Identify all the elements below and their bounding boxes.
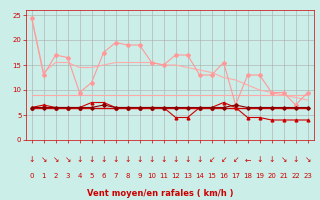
Text: ↓: ↓ — [76, 156, 83, 164]
Text: 17: 17 — [231, 173, 240, 179]
Text: ↙: ↙ — [208, 156, 215, 164]
Text: 20: 20 — [267, 173, 276, 179]
Text: ↘: ↘ — [280, 156, 287, 164]
Text: ↓: ↓ — [184, 156, 191, 164]
Text: 9: 9 — [137, 173, 142, 179]
Text: 11: 11 — [159, 173, 168, 179]
Text: ↓: ↓ — [160, 156, 167, 164]
Text: ↓: ↓ — [268, 156, 275, 164]
Text: ↓: ↓ — [136, 156, 143, 164]
Text: ←: ← — [244, 156, 251, 164]
Text: ↘: ↘ — [64, 156, 71, 164]
Text: ↘: ↘ — [304, 156, 311, 164]
Text: 4: 4 — [77, 173, 82, 179]
Text: ↓: ↓ — [88, 156, 95, 164]
Text: Vent moyen/en rafales ( km/h ): Vent moyen/en rafales ( km/h ) — [87, 190, 233, 198]
Text: 1: 1 — [41, 173, 46, 179]
Text: 16: 16 — [219, 173, 228, 179]
Text: 6: 6 — [101, 173, 106, 179]
Text: 5: 5 — [89, 173, 94, 179]
Text: 15: 15 — [207, 173, 216, 179]
Text: 22: 22 — [291, 173, 300, 179]
Text: 23: 23 — [303, 173, 312, 179]
Text: ↓: ↓ — [292, 156, 299, 164]
Text: ↘: ↘ — [52, 156, 59, 164]
Text: 19: 19 — [255, 173, 264, 179]
Text: ↓: ↓ — [124, 156, 131, 164]
Text: ↓: ↓ — [28, 156, 35, 164]
Text: ↓: ↓ — [196, 156, 203, 164]
Text: ↓: ↓ — [256, 156, 263, 164]
Text: ↓: ↓ — [100, 156, 107, 164]
Text: 3: 3 — [65, 173, 70, 179]
Text: ↓: ↓ — [112, 156, 119, 164]
Text: ↙: ↙ — [220, 156, 227, 164]
Text: ↘: ↘ — [40, 156, 47, 164]
Text: ↙: ↙ — [232, 156, 239, 164]
Text: 12: 12 — [171, 173, 180, 179]
Text: 2: 2 — [53, 173, 58, 179]
Text: ↓: ↓ — [172, 156, 179, 164]
Text: 0: 0 — [29, 173, 34, 179]
Text: 7: 7 — [113, 173, 118, 179]
Text: 13: 13 — [183, 173, 192, 179]
Text: 21: 21 — [279, 173, 288, 179]
Text: 18: 18 — [243, 173, 252, 179]
Text: 10: 10 — [147, 173, 156, 179]
Text: ↓: ↓ — [148, 156, 155, 164]
Text: 14: 14 — [195, 173, 204, 179]
Text: 8: 8 — [125, 173, 130, 179]
